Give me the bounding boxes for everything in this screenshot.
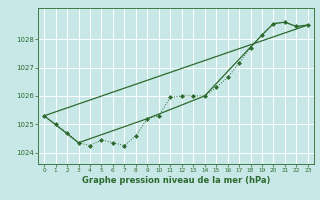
X-axis label: Graphe pression niveau de la mer (hPa): Graphe pression niveau de la mer (hPa)	[82, 176, 270, 185]
